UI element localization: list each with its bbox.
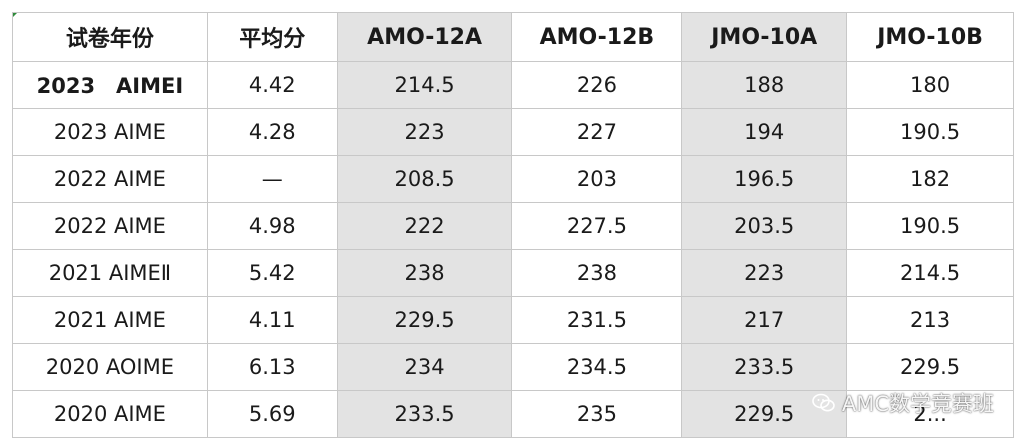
table-row: 2020 AIME 5.69 233.5 235 229.5 2... [12,390,1014,438]
cell-jmo10b: 213 [846,296,1014,344]
cell-jmo10b: 214.5 [846,249,1014,297]
table-row: 2021 AIMEⅡ 5.42 238 238 223 214.5 [12,249,1014,297]
cell-amo12b: 235 [511,390,683,438]
cell-amo12b: 234.5 [511,343,683,391]
cell-amo12a: 229.5 [336,296,513,344]
cell-amo12b: 226 [511,61,683,109]
cell-exam: 2021 AIME [12,296,208,344]
header-avg: 平均分 [206,12,338,62]
table-row: 2022 AIME — 208.5 203 196.5 182 [12,155,1014,203]
cell-jmo10b: 2... [846,390,1014,438]
cell-avg: 5.42 [206,249,338,297]
cell-avg: 4.42 [206,61,338,109]
table-row: 2021 AIME 4.11 229.5 231.5 217 213 [12,296,1014,344]
header-jmo10a: JMO-10A [681,12,848,62]
cell-avg: 6.13 [206,343,338,391]
cell-amo12a: 223 [336,108,513,156]
cell-jmo10a: 233.5 [681,343,848,391]
header-amo12b: AMO-12B [511,12,683,62]
cell-avg: 4.11 [206,296,338,344]
table-row: 2023 AIME 4.28 223 227 194 190.5 [12,108,1014,156]
cell-exam: 2020 AOIME [12,343,208,391]
cell-amo12b: 238 [511,249,683,297]
cell-jmo10b: 190.5 [846,108,1014,156]
cell-exam: 2023 AIMEI [12,61,208,109]
cell-avg: 4.98 [206,202,338,250]
cell-amo12a: 233.5 [336,390,513,438]
header-amo12a: AMO-12A [336,12,513,62]
cell-exam: 2022 AIME [12,202,208,250]
cell-jmo10b: 182 [846,155,1014,203]
cell-amo12a: 238 [336,249,513,297]
cell-exam: 2022 AIME [12,155,208,203]
cell-amo12b: 227.5 [511,202,683,250]
cell-jmo10b: 190.5 [846,202,1014,250]
cell-amo12b: 227 [511,108,683,156]
cell-amo12a: 222 [336,202,513,250]
cell-jmo10b: 229.5 [846,343,1014,391]
score-table: 试卷年份 平均分 AMO-12A AMO-12B JMO-10A JMO-10B… [12,12,1014,438]
header-jmo10b: JMO-10B [846,12,1014,62]
cell-exam: 2020 AIME [12,390,208,438]
cell-exam: 2021 AIMEⅡ [12,249,208,297]
cell-jmo10a: 217 [681,296,848,344]
cell-amo12a: 208.5 [336,155,513,203]
cell-jmo10b: 180 [846,61,1014,109]
cell-jmo10a: 203.5 [681,202,848,250]
table-row: 2023 AIMEI 4.42 214.5 226 188 180 [12,61,1014,109]
cell-jmo10a: 229.5 [681,390,848,438]
cell-amo12b: 231.5 [511,296,683,344]
cell-avg: 5.69 [206,390,338,438]
cell-avg: — [206,155,338,203]
cell-exam: 2023 AIME [12,108,208,156]
cell-amo12a: 214.5 [336,61,513,109]
cell-jmo10a: 223 [681,249,848,297]
header-row: 试卷年份 平均分 AMO-12A AMO-12B JMO-10A JMO-10B [12,12,1014,62]
cell-jmo10a: 188 [681,61,848,109]
cell-jmo10a: 194 [681,108,848,156]
header-exam: 试卷年份 [12,12,208,62]
cell-amo12a: 234 [336,343,513,391]
cell-avg: 4.28 [206,108,338,156]
cell-jmo10a: 196.5 [681,155,848,203]
cell-amo12b: 203 [511,155,683,203]
table-row: 2020 AOIME 6.13 234 234.5 233.5 229.5 [12,343,1014,391]
table-row: 2022 AIME 4.98 222 227.5 203.5 190.5 [12,202,1014,250]
